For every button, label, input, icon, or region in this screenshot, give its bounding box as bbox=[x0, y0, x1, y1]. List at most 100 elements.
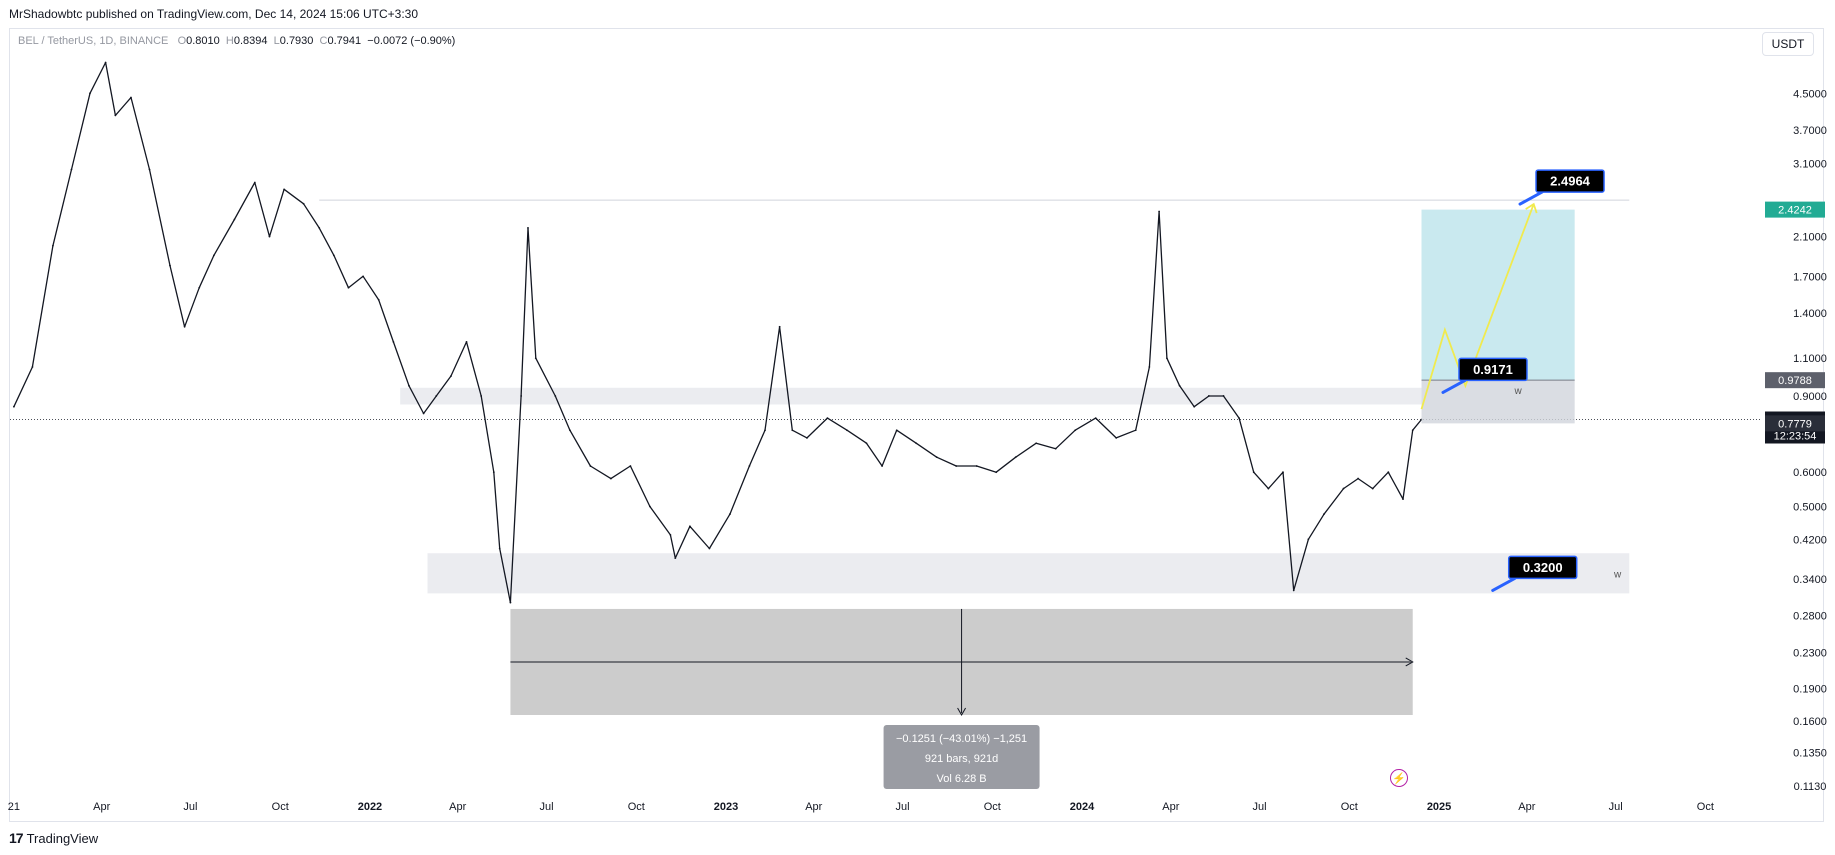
callout-pointer bbox=[1441, 378, 1467, 394]
position-label: w bbox=[1513, 386, 1522, 397]
measure-label-line: −0.1251 (−43.01%) −1,251 bbox=[896, 733, 1027, 745]
footer-brand: TradingView bbox=[26, 830, 99, 846]
tradingview-logo-icon: 17 bbox=[9, 830, 24, 846]
price-point bbox=[915, 442, 918, 445]
price-point bbox=[169, 264, 171, 267]
price-point bbox=[1323, 513, 1325, 516]
low-value: 0.7930 bbox=[279, 35, 314, 47]
time-axis: 21 Apr Jul Oct 2022 Apr Jul Oct 2023 Apr Jul Oct 202… bbox=[8, 801, 1714, 813]
y-tick-label: 0.2300 bbox=[1793, 648, 1827, 660]
price-point bbox=[253, 181, 256, 184]
price-point bbox=[1148, 366, 1151, 368]
price-point bbox=[589, 465, 592, 467]
price-badge-stop bbox=[1765, 415, 1825, 432]
price-point bbox=[392, 340, 395, 343]
price-badge-text: 0.7779 bbox=[1778, 418, 1812, 430]
price-point bbox=[509, 601, 512, 604]
price-axis: 4.5000 3.7000 3.1000 2.1000 1.7000 1.4000 1.10… bbox=[1765, 88, 1827, 793]
price-point bbox=[1115, 437, 1118, 439]
price-point bbox=[89, 92, 91, 95]
flash-icon[interactable]: ⚡ bbox=[1390, 769, 1408, 787]
price-point bbox=[534, 357, 537, 360]
price-point bbox=[283, 188, 286, 191]
projection-arrowhead bbox=[1525, 202, 1538, 214]
close-label: C bbox=[319, 35, 328, 47]
price-point bbox=[569, 429, 571, 432]
price-point bbox=[1387, 471, 1390, 474]
price-badge-text: 0.9788 bbox=[1778, 375, 1812, 387]
symbol-legend: BEL / TetherUS, 1D, BINANCE O0.8010 H0.8… bbox=[18, 35, 455, 47]
y-tick-label: 0.9000 bbox=[1793, 391, 1827, 403]
price-point bbox=[1282, 471, 1284, 474]
price-point bbox=[826, 417, 829, 420]
y-tick-label: 0.2800 bbox=[1793, 611, 1827, 623]
price-point bbox=[708, 547, 711, 550]
callouts-layer: 2.4964 0.9171 0.3200 bbox=[1441, 169, 1605, 592]
price-point bbox=[846, 429, 848, 432]
price-point bbox=[1074, 429, 1077, 432]
price-point bbox=[1371, 487, 1374, 490]
price-point bbox=[881, 465, 883, 467]
y-tick-label: 1.7000 bbox=[1793, 271, 1827, 283]
price-point bbox=[480, 395, 483, 397]
long-position-tool: w bbox=[1421, 209, 1575, 424]
price-point bbox=[302, 202, 305, 205]
x-tick-label: Apr bbox=[93, 801, 110, 813]
low-label: L bbox=[273, 35, 280, 47]
currency-button[interactable]: USDT bbox=[1762, 32, 1814, 56]
y-tick-label: 3.1000 bbox=[1793, 158, 1827, 170]
price-point bbox=[865, 442, 868, 445]
y-tick-label: 0.1900 bbox=[1793, 683, 1827, 695]
price-point bbox=[332, 254, 335, 257]
price-point bbox=[778, 325, 781, 328]
measure-arrowhead-right bbox=[1405, 657, 1414, 667]
price-point bbox=[422, 412, 425, 415]
measure-label-box bbox=[883, 724, 1040, 789]
x-tick-label: Oct bbox=[272, 801, 289, 813]
y-tick-label: 0.5000 bbox=[1793, 501, 1827, 513]
x-tick-label: Jul bbox=[1253, 801, 1267, 813]
callout-box bbox=[1458, 357, 1528, 382]
x-tick-label: 21 bbox=[8, 801, 20, 813]
x-tick-label: Jul bbox=[183, 801, 197, 813]
price-point bbox=[649, 505, 651, 508]
price-point bbox=[1094, 417, 1097, 420]
price-point bbox=[498, 547, 501, 550]
price-point bbox=[806, 437, 808, 439]
price-point bbox=[130, 96, 132, 99]
price-point bbox=[435, 395, 438, 397]
y-tick-label: 1.4000 bbox=[1793, 308, 1827, 320]
price-point bbox=[362, 275, 365, 278]
tradingview-footer[interactable]: 17 TradingView bbox=[9, 830, 98, 846]
change-value: −0.0072 (−0.90%) bbox=[367, 35, 456, 47]
price-point bbox=[13, 405, 15, 408]
price-point bbox=[31, 366, 34, 368]
x-tick-label: Oct bbox=[1341, 801, 1358, 813]
price-point bbox=[520, 395, 523, 397]
callout-box bbox=[1535, 169, 1605, 193]
zone-resistance bbox=[400, 387, 1422, 405]
y-tick-label: 0.4200 bbox=[1793, 534, 1827, 546]
price-point bbox=[554, 395, 557, 397]
measurement-tool: −0.1251 (−43.01%) −1,251 921 bars, 921d Vo… bbox=[510, 608, 1414, 789]
price-point bbox=[268, 235, 271, 238]
y-tick-label: 0.1600 bbox=[1793, 716, 1827, 728]
x-tick-label: Jul bbox=[1609, 801, 1623, 813]
price-point bbox=[492, 471, 495, 474]
y-tick-label: 0.1130 bbox=[1794, 781, 1827, 793]
price-point bbox=[1158, 210, 1161, 213]
price-point bbox=[1193, 405, 1196, 408]
price-point bbox=[183, 325, 186, 328]
price-point bbox=[728, 513, 731, 516]
zone-label: w bbox=[1613, 569, 1622, 580]
x-tick-label: Oct bbox=[984, 801, 1001, 813]
x-tick-label: 2024 bbox=[1070, 801, 1095, 813]
price-point bbox=[1402, 498, 1404, 501]
y-tick-label: 2.1000 bbox=[1793, 232, 1827, 244]
price-point bbox=[527, 226, 529, 229]
price-series-layer bbox=[13, 61, 1423, 604]
price-point bbox=[689, 525, 691, 528]
price-point bbox=[1342, 487, 1345, 490]
